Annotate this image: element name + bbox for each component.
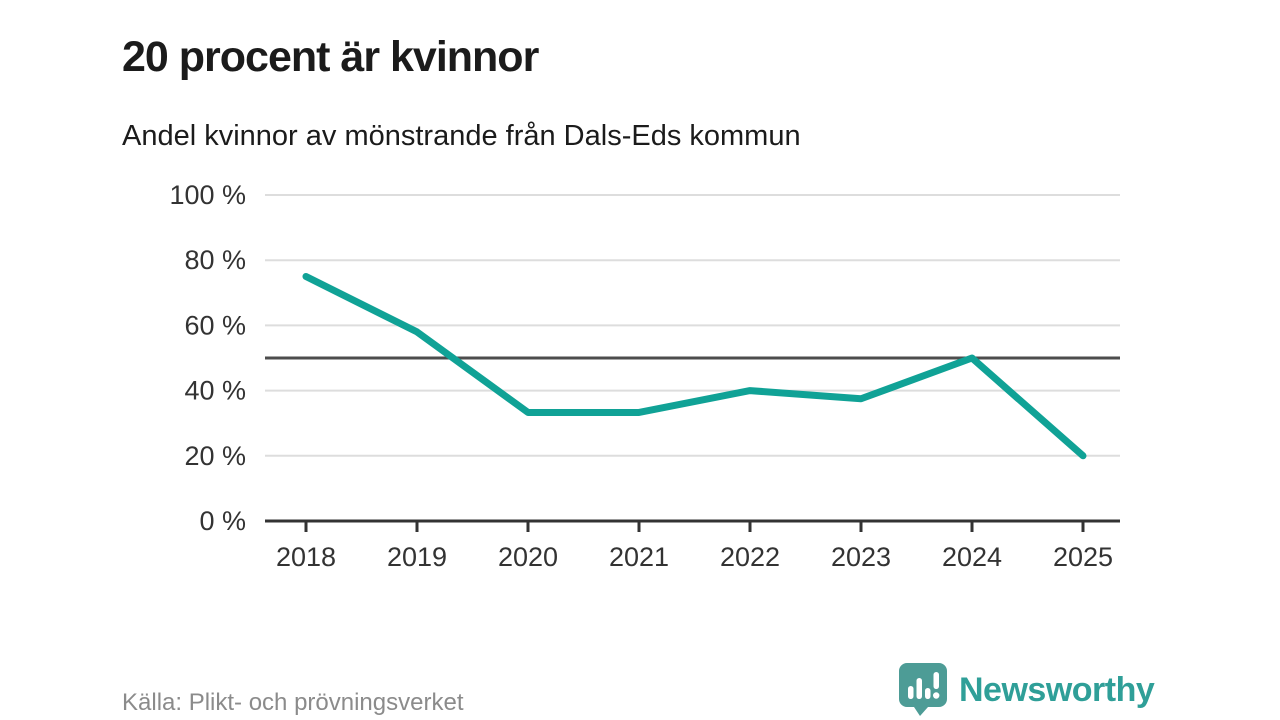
x-tick-label: 2024 xyxy=(942,542,1002,572)
y-tick-label: 0 % xyxy=(199,506,246,536)
x-tick-label: 2025 xyxy=(1053,542,1113,572)
chart-title: 20 procent är kvinnor xyxy=(122,32,539,81)
logo-bar-1 xyxy=(908,686,914,699)
x-tick-label: 2022 xyxy=(720,542,780,572)
y-tick-label: 80 % xyxy=(184,245,246,275)
logo-bar-2 xyxy=(916,678,922,699)
logo-bar-3 xyxy=(925,688,931,699)
logo-exclamation-dot xyxy=(933,692,940,699)
data-line xyxy=(302,273,1087,460)
speech-bubble-shape xyxy=(899,663,947,716)
line-chart: 0 % 20 % 40 % 60 % 80 % 100 % 2018 2019 2020 2021… xyxy=(169,180,1120,572)
y-tick-label: 100 % xyxy=(169,180,246,210)
source-text: Källa: Plikt- och prövningsverket xyxy=(122,689,464,716)
logo-exclamation-bar xyxy=(933,672,939,689)
y-tick-label: 20 % xyxy=(184,441,246,471)
y-tick-label: 40 % xyxy=(184,376,246,406)
newsworthy-logo-icon xyxy=(899,663,947,716)
y-tick-label: 60 % xyxy=(184,310,246,340)
x-tick-label: 2021 xyxy=(609,542,669,572)
x-tick-label: 2020 xyxy=(498,542,558,572)
x-tick-label: 2023 xyxy=(831,542,891,572)
x-tick-label: 2018 xyxy=(276,542,336,572)
brand-name: Newsworthy xyxy=(959,670,1155,709)
chart-subtitle: Andel kvinnor av mönstrande från Dals-Ed… xyxy=(122,120,801,152)
brand-lockup: Newsworthy xyxy=(898,662,1155,717)
x-tick-label: 2019 xyxy=(387,542,447,572)
